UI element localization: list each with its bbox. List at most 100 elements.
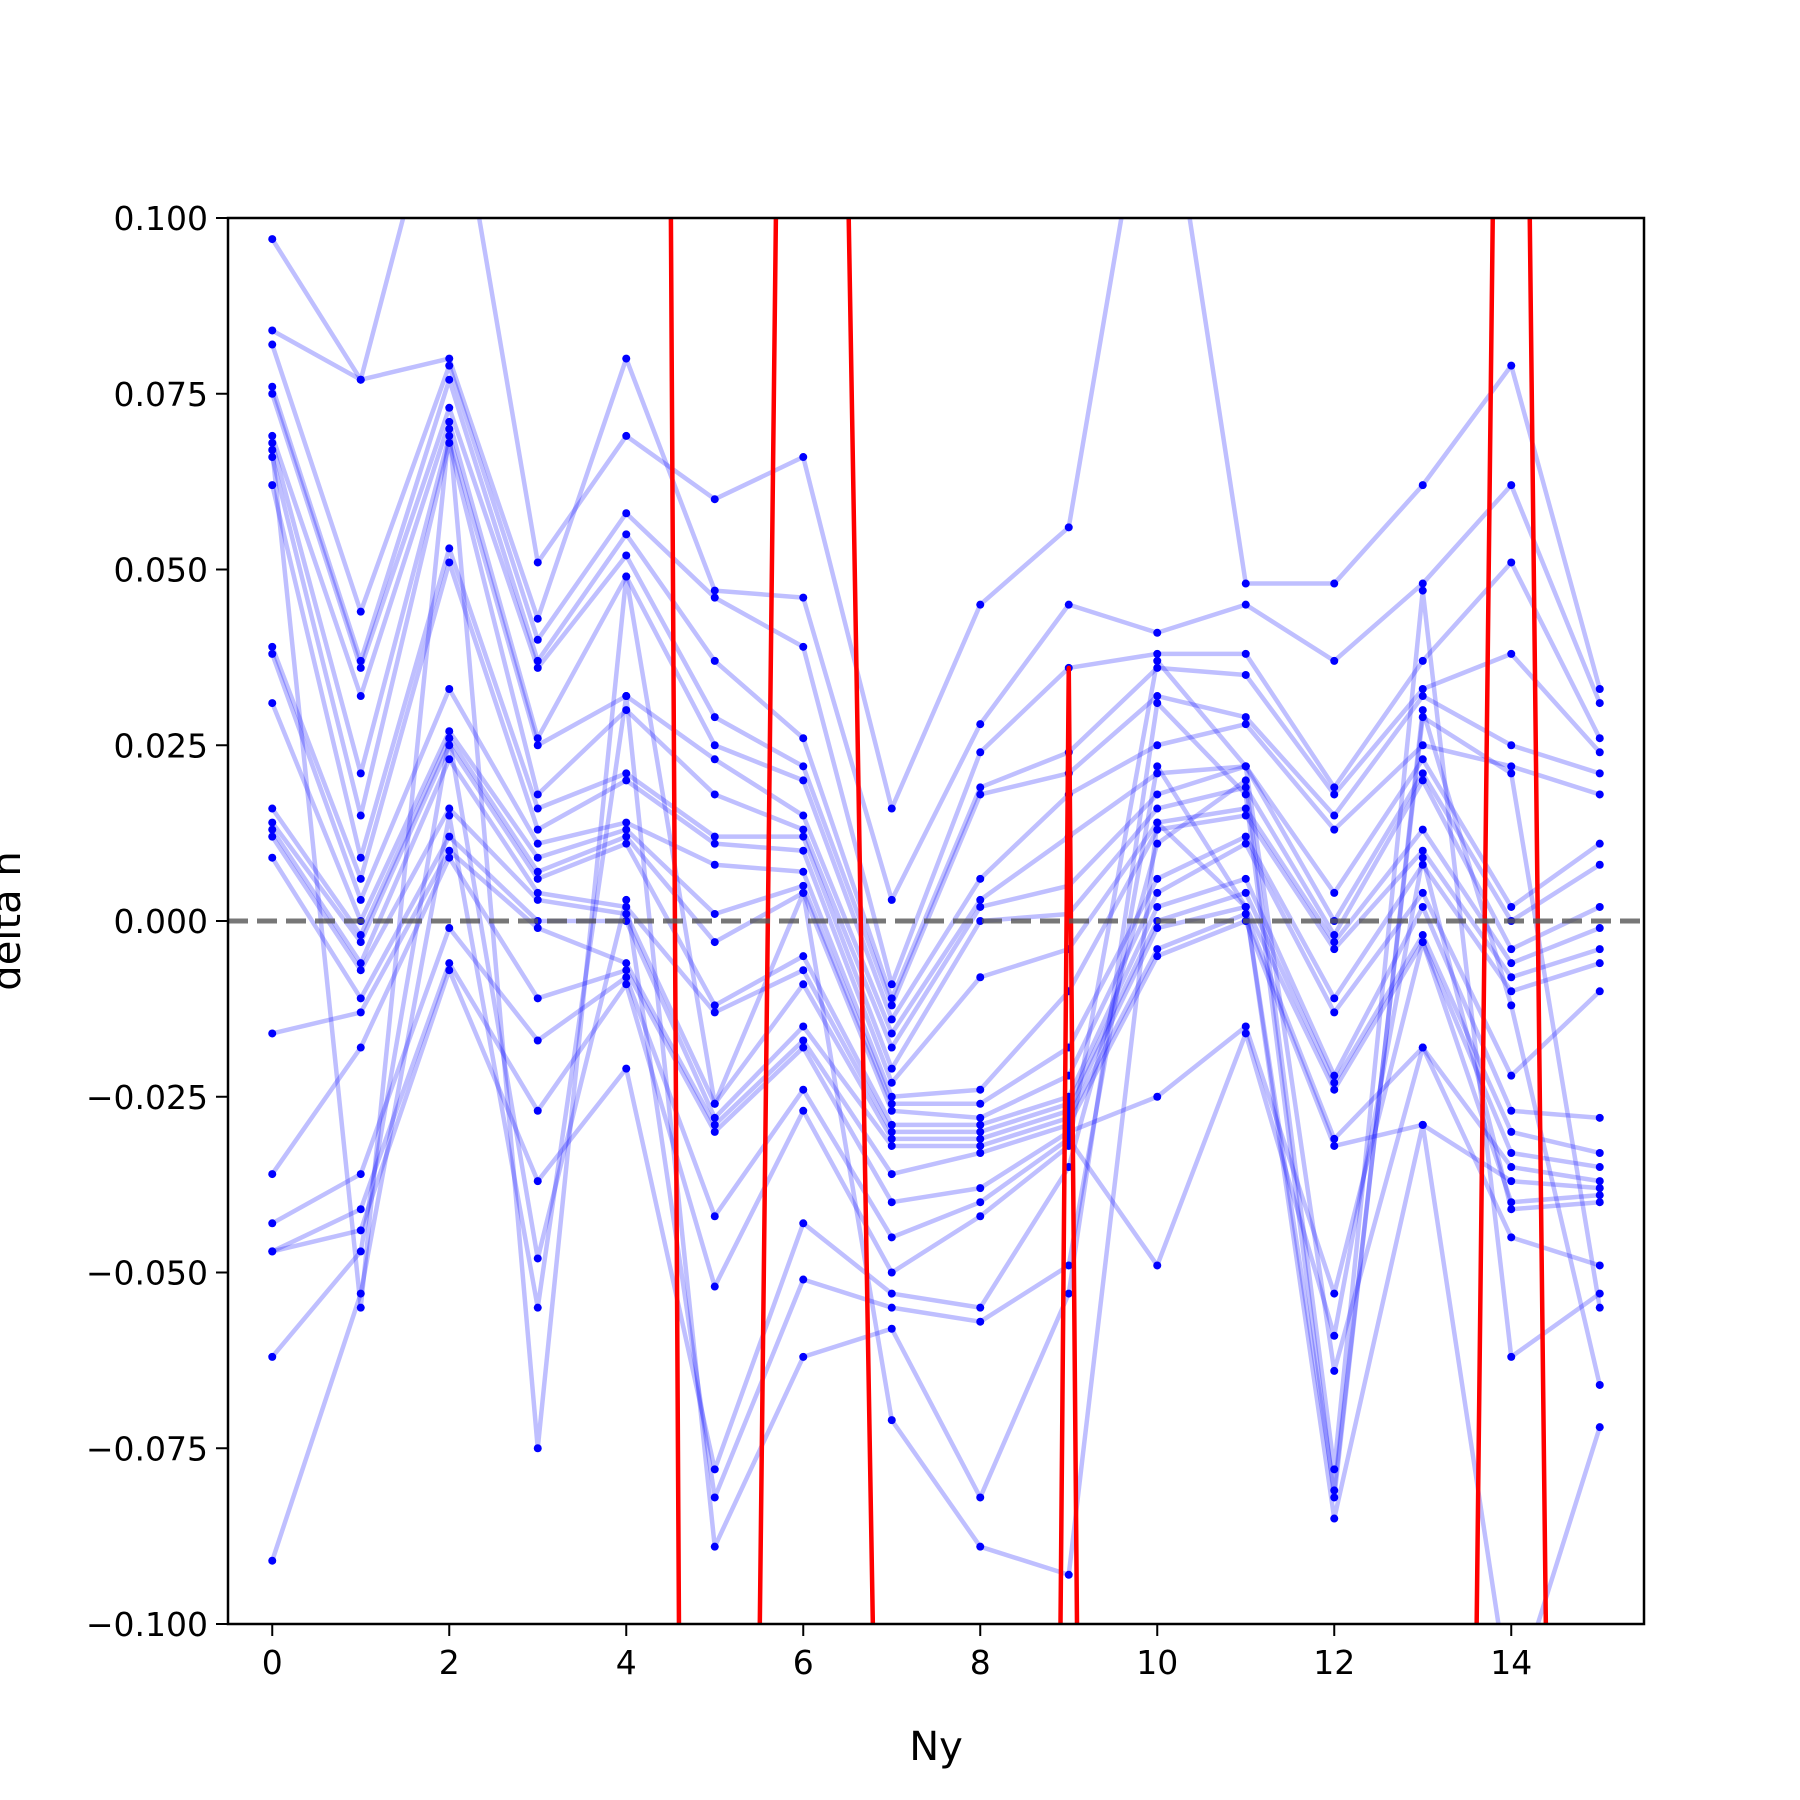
data-point	[1064, 600, 1073, 609]
data-point	[268, 818, 277, 827]
data-point	[1418, 656, 1427, 665]
data-point	[1330, 888, 1339, 897]
data-point	[1330, 994, 1339, 1003]
series-line-15	[270, 806, 1601, 1170]
data-point	[976, 1085, 985, 1094]
data-point	[268, 431, 277, 440]
data-point	[1241, 832, 1250, 841]
data-point	[1153, 628, 1162, 637]
data-point	[622, 431, 631, 440]
data-point	[1330, 1331, 1339, 1340]
data-point	[1330, 1486, 1339, 1495]
y-tick-label: −0.025	[86, 1078, 208, 1117]
data-point	[887, 1106, 896, 1115]
data-point	[533, 558, 542, 567]
data-point	[1153, 1092, 1162, 1101]
data-point	[887, 804, 896, 813]
data-point	[356, 853, 365, 862]
data-point	[887, 1198, 896, 1207]
data-point	[356, 874, 365, 883]
data-point	[1241, 804, 1250, 813]
data-point	[1064, 1289, 1073, 1298]
data-point	[799, 1022, 808, 1031]
data-point	[622, 551, 631, 560]
data-point	[445, 959, 454, 968]
series-line-18	[270, 855, 1600, 1296]
data-point	[445, 804, 454, 813]
y-tick-label: −0.100	[86, 1605, 208, 1644]
data-point	[710, 741, 719, 750]
data-point	[799, 1219, 808, 1228]
data-point	[799, 1352, 808, 1361]
data-point	[887, 994, 896, 1003]
data-point	[887, 1416, 896, 1425]
series-line-5	[270, 419, 1601, 1022]
data-point	[1064, 1570, 1073, 1579]
data-point	[887, 1170, 896, 1179]
data-point	[1153, 952, 1162, 961]
data-point	[622, 509, 631, 518]
data-point	[533, 994, 542, 1003]
data-point	[533, 790, 542, 799]
data-point	[1241, 600, 1250, 609]
data-point	[1330, 1465, 1339, 1474]
data-point	[710, 1542, 719, 1551]
data-point	[1153, 1261, 1162, 1270]
data-point	[268, 642, 277, 651]
data-point	[799, 832, 808, 841]
data-point	[1153, 741, 1162, 750]
data-point	[887, 980, 896, 989]
data-point	[1241, 720, 1250, 729]
data-point	[356, 931, 365, 940]
series-line-17	[271, 848, 1600, 1191]
data-point	[710, 1001, 719, 1010]
x-tick-label: 14	[1490, 1643, 1532, 1682]
data-point	[1595, 685, 1604, 694]
data-point	[976, 1134, 985, 1143]
data-point	[445, 853, 454, 862]
data-point	[887, 1099, 896, 1108]
data-point	[445, 685, 454, 694]
data-point	[1330, 825, 1339, 834]
data-point	[356, 1247, 365, 1256]
data-point	[1418, 825, 1427, 834]
data-point	[622, 980, 631, 989]
data-point	[622, 966, 631, 975]
y-tick-label: 0.025	[114, 726, 208, 765]
data-point	[1330, 945, 1339, 954]
data-point	[1418, 741, 1427, 750]
data-point	[1241, 839, 1250, 848]
data-point	[1153, 762, 1162, 771]
data-point	[1153, 804, 1162, 813]
series-line-13	[270, 743, 1600, 1128]
data-point	[799, 867, 808, 876]
data-point	[1595, 1289, 1604, 1298]
data-point	[1241, 902, 1250, 911]
data-point	[1153, 825, 1162, 834]
series-line-9	[270, 560, 1601, 1085]
data-point	[1507, 1704, 1515, 1712]
data-point	[887, 1015, 896, 1024]
data-point	[710, 1099, 719, 1108]
data-point	[356, 994, 365, 1003]
data-point	[356, 656, 365, 665]
data-point	[1418, 481, 1427, 490]
data-point	[710, 656, 719, 665]
data-point	[1595, 1261, 1604, 1270]
y-axis: −0.100 −0.075 −0.050 −0.025 0.000 0.025 0.050 0…	[86, 199, 228, 1644]
data-point	[710, 1127, 719, 1136]
data-point	[356, 811, 365, 820]
data-point	[799, 846, 808, 855]
data-point	[1595, 1184, 1604, 1193]
x-tick-label: 10	[1136, 1643, 1178, 1682]
data-point	[887, 1064, 896, 1073]
data-point	[622, 706, 631, 715]
data-point	[268, 445, 277, 454]
data-point	[710, 1493, 719, 1502]
data-point	[1241, 649, 1250, 658]
data-point	[622, 825, 631, 834]
data-point	[1418, 713, 1427, 722]
data-point	[1507, 1205, 1516, 1214]
data-point	[887, 1303, 896, 1312]
series-line-14	[270, 757, 1601, 1156]
